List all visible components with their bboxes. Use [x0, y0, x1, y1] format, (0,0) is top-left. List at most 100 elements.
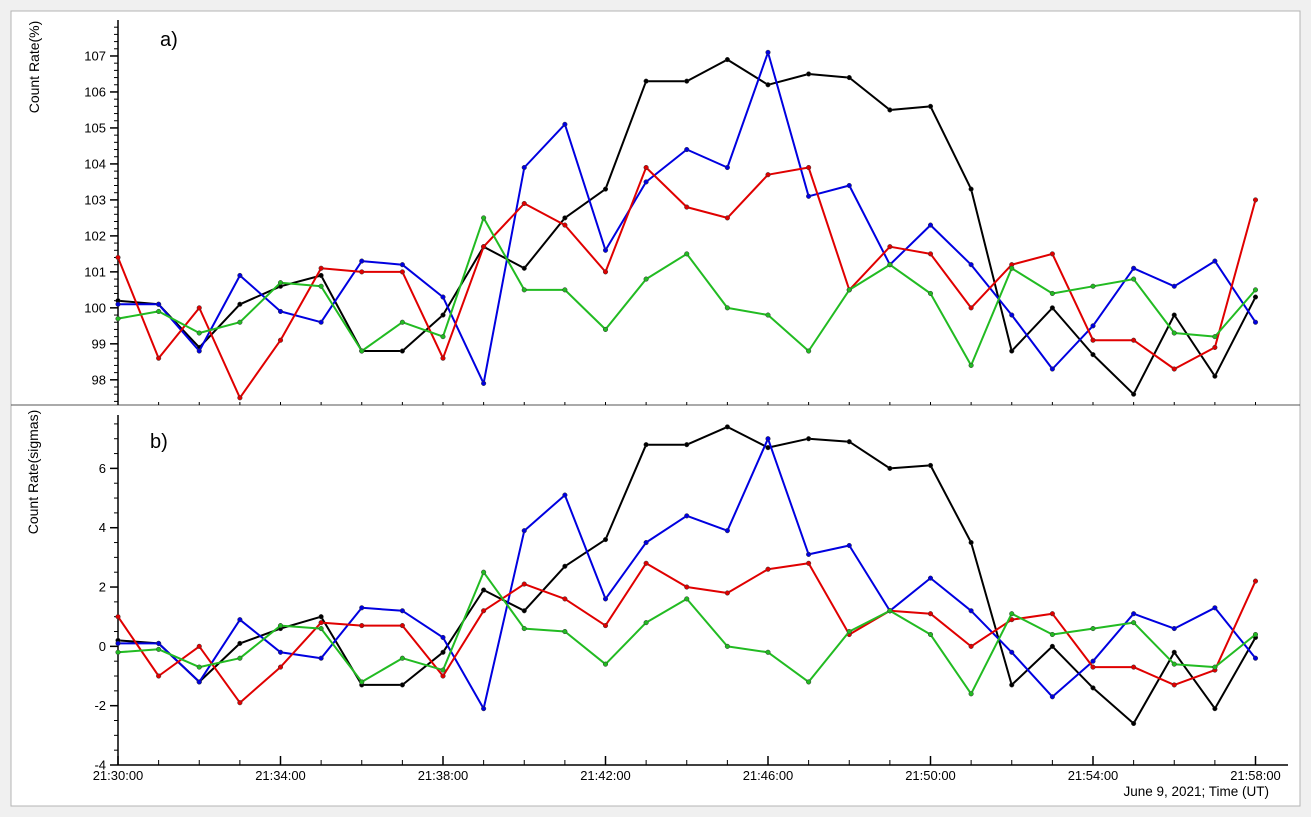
- data-point: [765, 436, 771, 442]
- data-point: [602, 326, 609, 332]
- data-point: [440, 649, 446, 655]
- y-tick-label: -2: [94, 698, 106, 713]
- data-point: [521, 287, 527, 293]
- data-point: [643, 620, 649, 626]
- data-point: [684, 596, 690, 602]
- data-point: [1252, 197, 1259, 203]
- data-point: [277, 308, 284, 314]
- data-point: [359, 623, 365, 629]
- data-point: [602, 623, 609, 629]
- data-point: [521, 626, 527, 632]
- data-point: [1090, 626, 1096, 632]
- data-point: [1131, 720, 1137, 727]
- data-point: [196, 330, 202, 336]
- data-point: [359, 348, 365, 354]
- y-tick-label: 105: [84, 120, 106, 135]
- data-point: [1171, 366, 1177, 372]
- data-point: [318, 319, 324, 325]
- data-point: [115, 301, 121, 307]
- data-point: [1131, 337, 1137, 343]
- data-point: [1131, 265, 1137, 271]
- data-point: [359, 258, 365, 264]
- data-point: [1131, 620, 1137, 626]
- data-point: [318, 283, 324, 289]
- data-point: [481, 244, 487, 250]
- data-point: [1049, 290, 1055, 297]
- data-point: [806, 436, 812, 442]
- data-point: [887, 262, 893, 268]
- data-point: [318, 265, 324, 271]
- data-point: [1131, 664, 1137, 670]
- y-tick-label: 99: [92, 336, 106, 351]
- data-point: [643, 164, 649, 171]
- data-point: [927, 290, 934, 297]
- data-point: [684, 513, 690, 519]
- x-tick-label: 21:30:00: [93, 768, 144, 783]
- data-point: [1090, 352, 1096, 358]
- data-point: [1212, 334, 1218, 340]
- data-point: [927, 575, 934, 581]
- data-point: [643, 179, 649, 185]
- data-point: [237, 301, 243, 307]
- plot-frame: [10, 10, 1301, 807]
- data-point: [846, 542, 852, 549]
- data-point: [602, 247, 609, 253]
- y-tick-label: 104: [84, 156, 106, 171]
- data-point: [927, 611, 934, 617]
- data-point: [440, 294, 446, 300]
- data-point: [562, 492, 568, 498]
- data-point: [399, 269, 405, 275]
- data-point: [1171, 661, 1177, 667]
- data-point: [643, 560, 649, 566]
- data-point: [724, 424, 730, 430]
- data-point: [440, 634, 446, 641]
- y-tick-label: 100: [84, 300, 106, 315]
- data-point: [237, 272, 243, 279]
- data-point: [440, 667, 446, 673]
- panel-a-y-label: Count Rate(%): [26, 21, 42, 114]
- data-point: [440, 673, 446, 679]
- data-point: [399, 623, 405, 629]
- data-point: [724, 528, 730, 534]
- data-point: [684, 584, 690, 590]
- data-point: [481, 569, 487, 575]
- data-point: [196, 348, 202, 354]
- data-point: [1171, 283, 1177, 289]
- data-point: [765, 82, 771, 88]
- data-point: [1090, 664, 1096, 670]
- data-point: [1252, 294, 1259, 300]
- data-point: [399, 608, 405, 614]
- data-point: [318, 620, 324, 626]
- x-tick-label: 21:34:00: [255, 768, 306, 783]
- data-point: [481, 380, 487, 386]
- data-point: [318, 614, 324, 620]
- data-point: [1090, 658, 1096, 664]
- data-point: [1131, 611, 1137, 617]
- data-point: [399, 655, 405, 661]
- data-point: [562, 563, 568, 569]
- data-point: [399, 262, 405, 268]
- panel-a-series: [115, 49, 1259, 401]
- data-point: [968, 608, 974, 614]
- y-tick-label: 103: [84, 192, 106, 207]
- data-point: [1252, 287, 1259, 293]
- data-point: [562, 628, 568, 635]
- data-point: [684, 78, 690, 84]
- data-point: [277, 280, 284, 286]
- data-point: [724, 643, 730, 649]
- data-point: [765, 649, 771, 655]
- data-point: [277, 664, 284, 670]
- data-point: [1090, 337, 1096, 343]
- data-point: [968, 362, 974, 368]
- data-point: [1171, 312, 1177, 318]
- y-tick-label: 107: [84, 48, 106, 63]
- data-point: [968, 691, 974, 697]
- data-point: [156, 355, 162, 361]
- data-point: [1171, 626, 1177, 632]
- data-point: [684, 204, 690, 210]
- data-point: [846, 628, 852, 635]
- data-point: [968, 186, 974, 192]
- data-point: [521, 265, 527, 271]
- panel-b-series: [115, 424, 1259, 727]
- data-point: [1212, 344, 1218, 350]
